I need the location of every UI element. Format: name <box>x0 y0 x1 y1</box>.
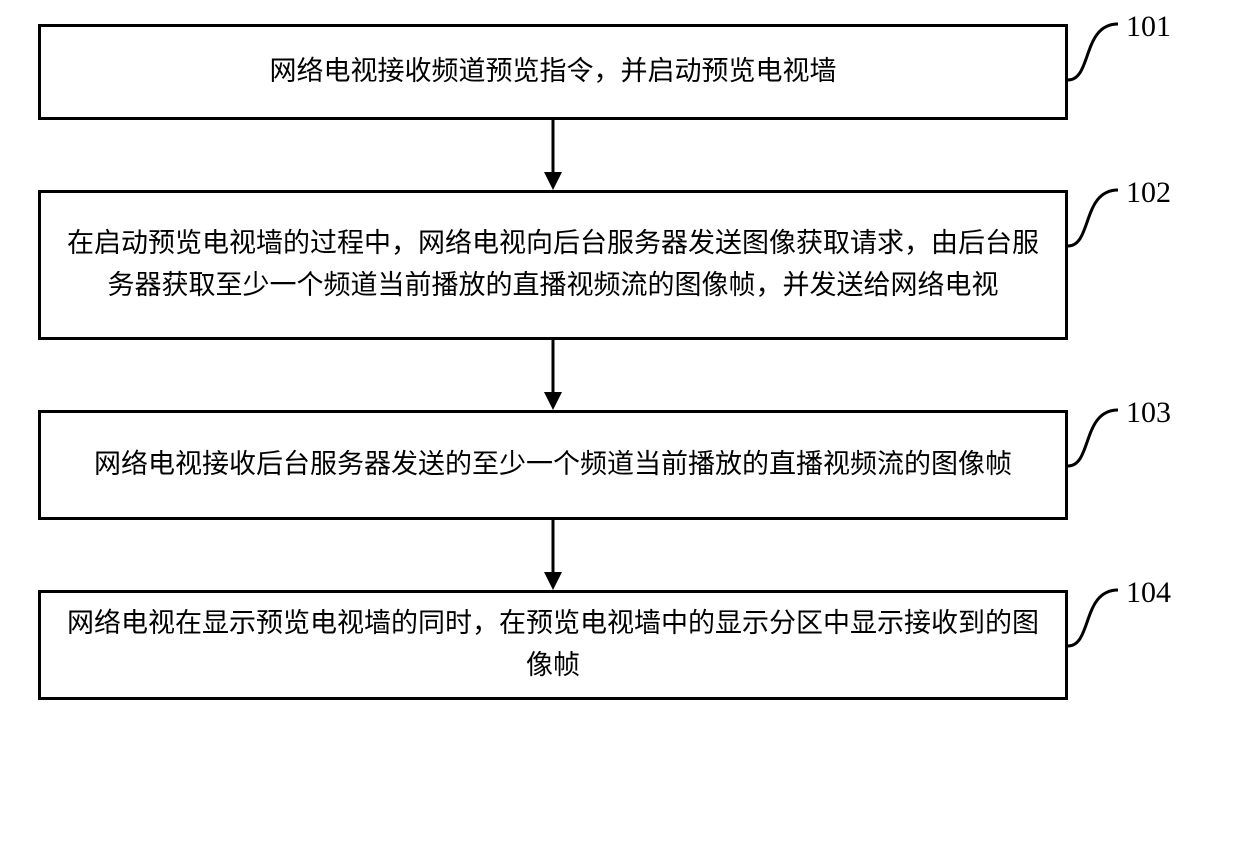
step-text-104: 网络电视在显示预览电视墙的同时，在预览电视墙中的显示分区中显示接收到的图像帧 <box>61 603 1045 687</box>
step-box-103: 网络电视接收后台服务器发送的至少一个频道当前播放的直播视频流的图像帧 <box>38 410 1068 520</box>
step-row-104: 网络电视在显示预览电视墙的同时，在预览电视墙中的显示分区中显示接收到的图像帧 1… <box>38 590 1198 700</box>
step-label-104: 104 <box>1126 576 1171 610</box>
step-label-102: 102 <box>1126 176 1171 210</box>
callout-102 <box>1066 184 1122 248</box>
step-box-102: 在启动预览电视墙的过程中，网络电视向后台服务器发送图像获取请求，由后台服务器获取… <box>38 190 1068 340</box>
step-row-102: 在启动预览电视墙的过程中，网络电视向后台服务器发送图像获取请求，由后台服务器获取… <box>38 190 1198 340</box>
callout-103 <box>1066 404 1122 468</box>
step-text-102: 在启动预览电视墙的过程中，网络电视向后台服务器发送图像获取请求，由后台服务器获取… <box>61 223 1045 307</box>
step-label-103: 103 <box>1126 396 1171 430</box>
callout-104 <box>1066 584 1122 648</box>
step-text-103: 网络电视接收后台服务器发送的至少一个频道当前播放的直播视频流的图像帧 <box>94 444 1012 486</box>
step-row-103: 网络电视接收后台服务器发送的至少一个频道当前播放的直播视频流的图像帧 103 <box>38 410 1198 520</box>
callout-101 <box>1066 18 1122 82</box>
step-box-101: 网络电视接收频道预览指令，并启动预览电视墙 <box>38 24 1068 120</box>
step-text-101: 网络电视接收频道预览指令，并启动预览电视墙 <box>270 51 837 93</box>
arrow-101-102 <box>38 120 1068 190</box>
arrow-102-103 <box>38 340 1068 410</box>
arrow-103-104 <box>38 520 1068 590</box>
flowchart-container: 网络电视接收频道预览指令，并启动预览电视墙 101 在启动预览电视墙的过程中，网… <box>38 24 1198 700</box>
step-label-101: 101 <box>1126 10 1171 44</box>
step-row-101: 网络电视接收频道预览指令，并启动预览电视墙 101 <box>38 24 1198 120</box>
step-box-104: 网络电视在显示预览电视墙的同时，在预览电视墙中的显示分区中显示接收到的图像帧 <box>38 590 1068 700</box>
